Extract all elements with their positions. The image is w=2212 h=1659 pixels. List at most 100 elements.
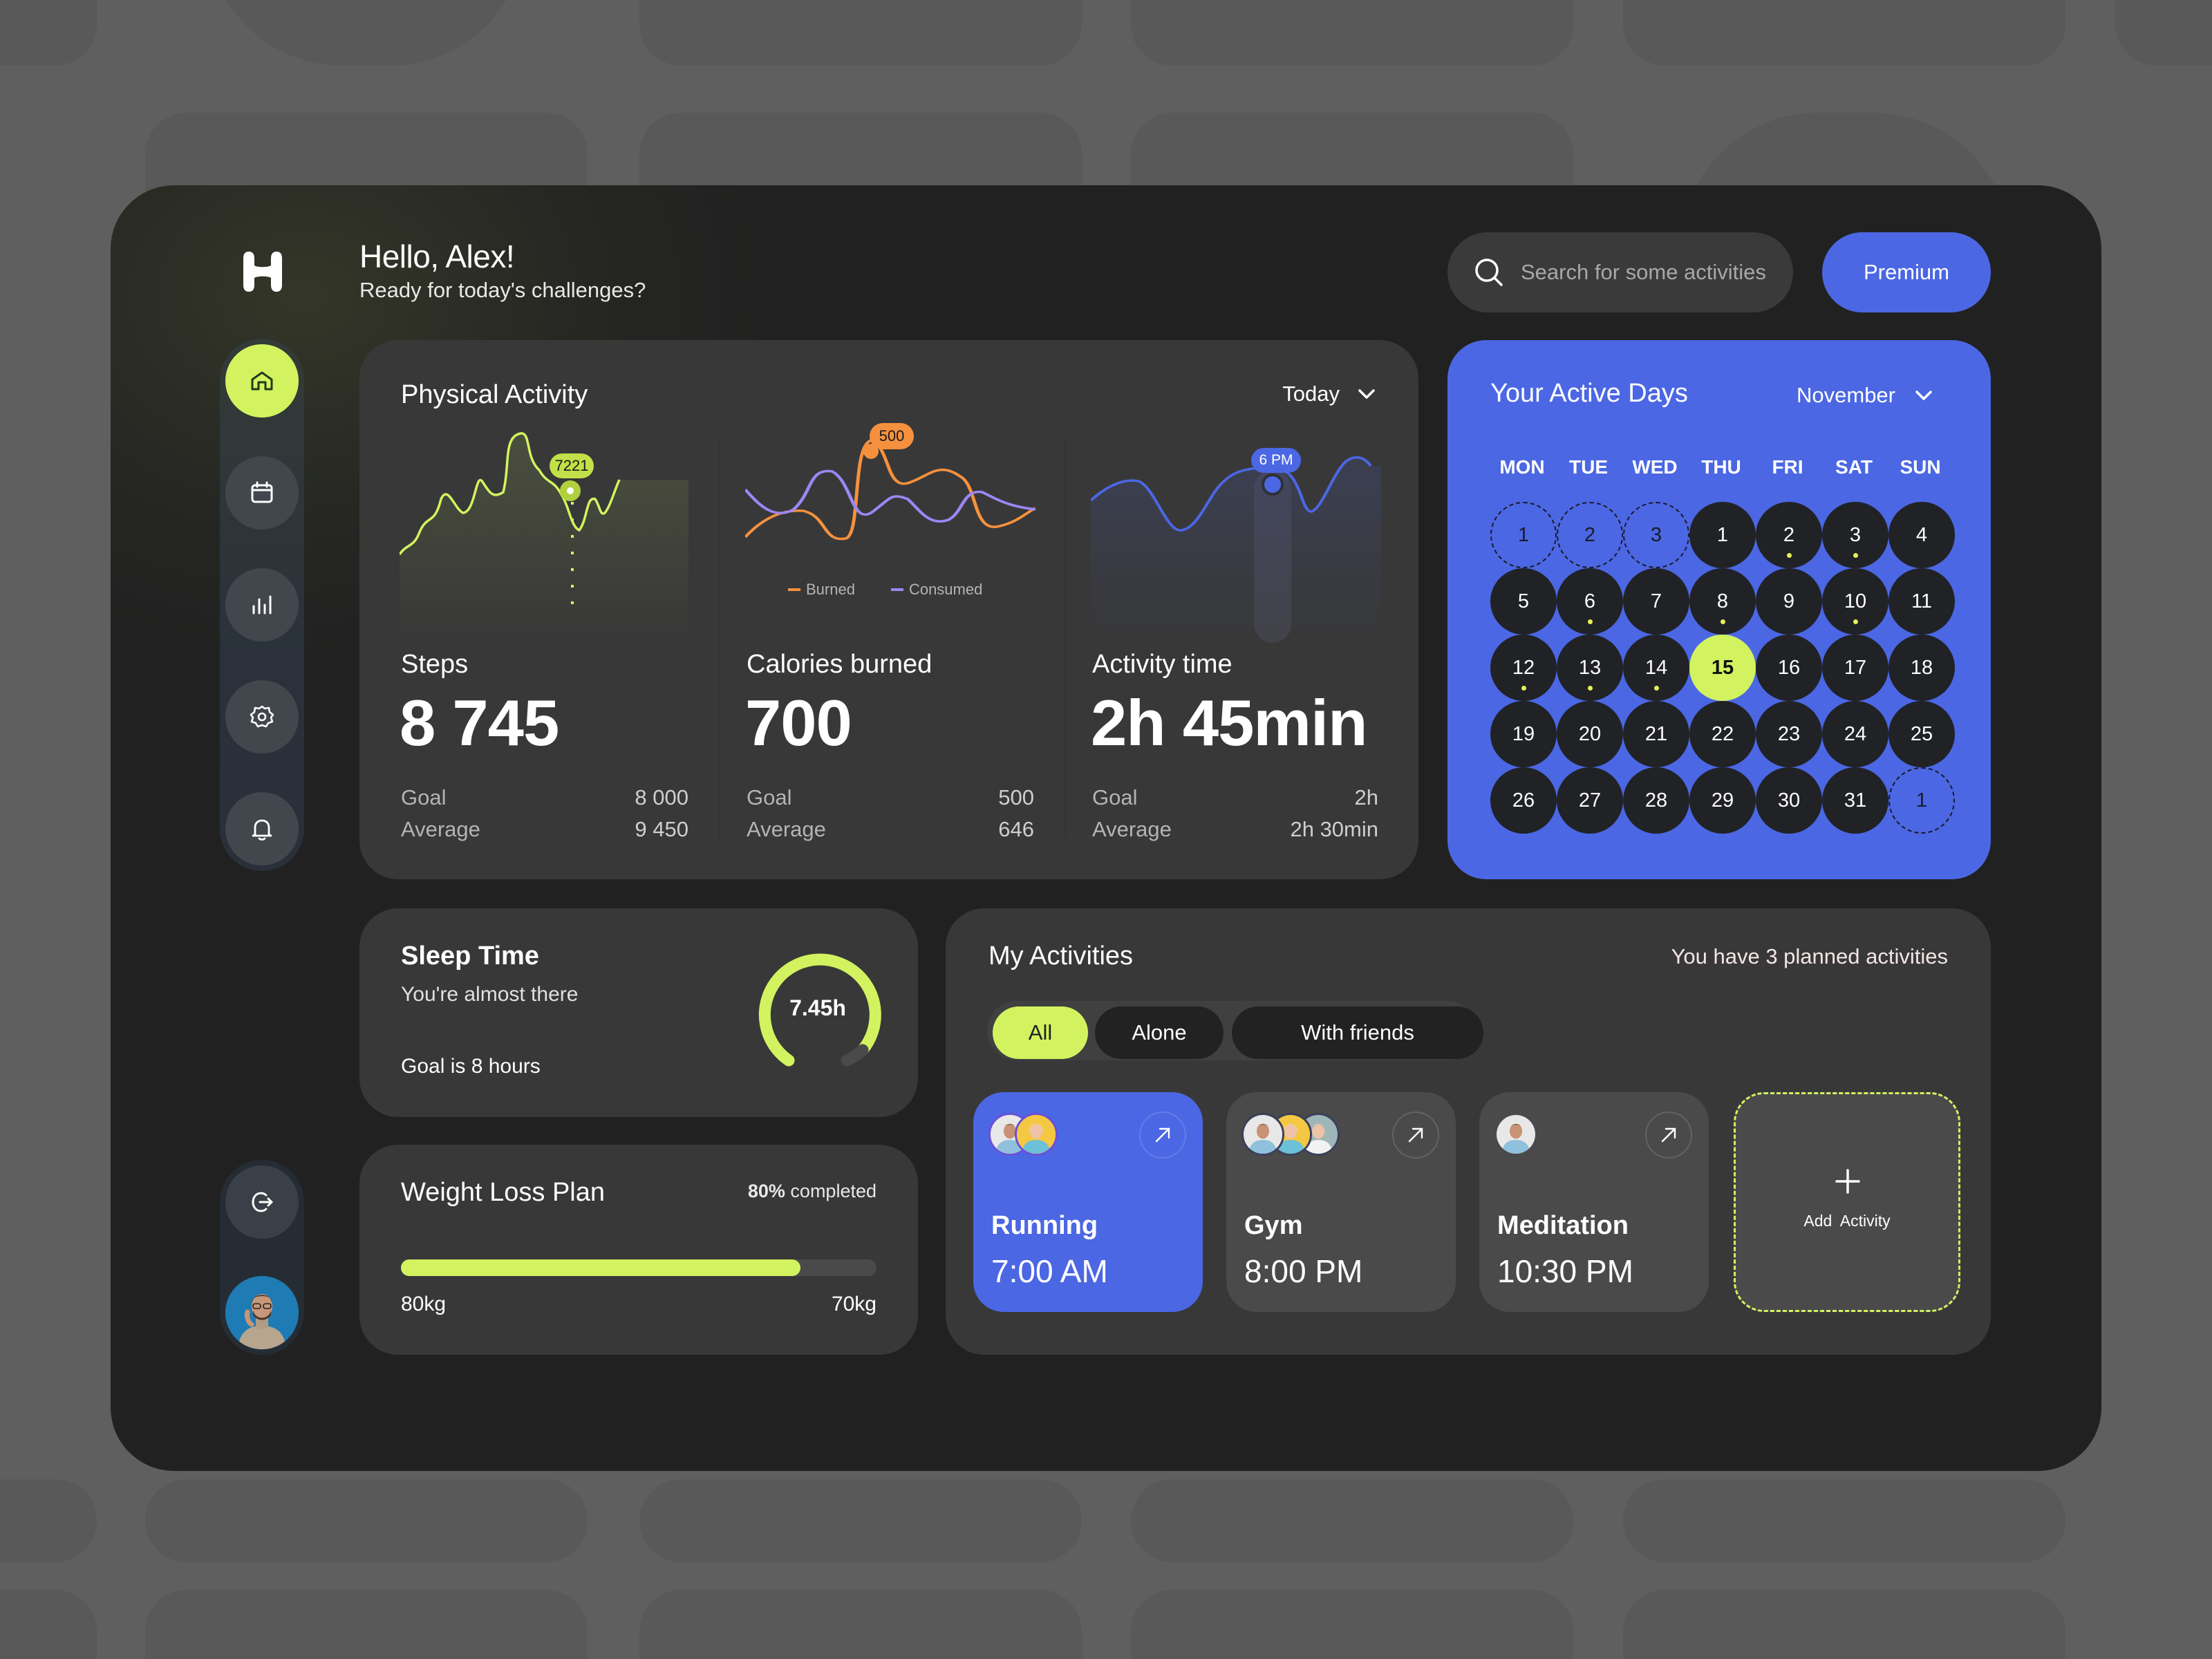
calendar-day[interactable]: 26 (1490, 767, 1557, 834)
gear-icon (250, 705, 274, 728)
weekday-label: THU (1701, 456, 1741, 478)
calendar-day[interactable]: 25 (1888, 701, 1955, 767)
sidebar-item-statistics[interactable] (225, 568, 299, 641)
background-shape (2115, 0, 2212, 66)
calendar-day[interactable]: 7 (1623, 568, 1689, 635)
burned-legend-swatch (788, 588, 800, 591)
physical-activity-card: Physical Activity Today 7221 500 Burned … (359, 340, 1418, 879)
calendar-day[interactable]: 9 (1756, 568, 1822, 635)
calendar-day[interactable]: 13 (1557, 635, 1623, 701)
home-icon (251, 371, 273, 391)
day-number: 10 (1844, 590, 1867, 612)
calendar-day[interactable]: 17 (1822, 635, 1888, 701)
calendar-day[interactable]: 4 (1888, 502, 1955, 568)
search-input[interactable] (1521, 260, 1783, 285)
sidebar-item-settings[interactable] (225, 680, 299, 753)
calendar-day[interactable]: 18 (1888, 635, 1955, 701)
user-avatar[interactable] (225, 1276, 299, 1349)
day-number: 30 (1777, 789, 1801, 812)
calendar-day-today[interactable]: 15 (1689, 635, 1756, 701)
app-logo-icon (243, 252, 282, 292)
background-shape (1131, 0, 1573, 66)
activity-time: 7:00 AM (991, 1253, 1108, 1289)
calendar-day-outside[interactable]: 3 (1623, 502, 1689, 568)
calendar-day[interactable]: 23 (1756, 701, 1822, 767)
calendar-day[interactable]: 24 (1822, 701, 1888, 767)
calendar-day[interactable]: 12 (1490, 635, 1557, 701)
consumed-legend-swatch (890, 588, 903, 591)
filter-with-friends[interactable]: With friends (1232, 1006, 1483, 1059)
day-number: 28 (1644, 789, 1668, 812)
calendar-day[interactable]: 3 (1822, 502, 1888, 568)
calendar-day[interactable]: 29 (1689, 767, 1756, 834)
activity-dot (1588, 619, 1593, 624)
calendar-day[interactable]: 11 (1888, 568, 1955, 635)
calendar-day[interactable]: 20 (1557, 701, 1623, 767)
background-shape (1623, 0, 2065, 66)
background-shape (639, 1590, 1082, 1659)
open-activity-button[interactable] (1645, 1112, 1692, 1159)
filter-all[interactable]: All (993, 1006, 1088, 1059)
background-shape (145, 1479, 588, 1562)
premium-button[interactable]: Premium (1822, 232, 1991, 312)
add-activity-button[interactable]: Add Activity (1734, 1092, 1960, 1312)
calendar-day-outside[interactable]: 1 (1888, 767, 1955, 834)
calendar-day[interactable]: 8 (1689, 568, 1756, 635)
calendar-day[interactable]: 28 (1623, 767, 1689, 834)
day-number: 4 (1915, 523, 1928, 546)
weekday-label: SUN (1900, 456, 1941, 478)
calendar-day[interactable]: 19 (1490, 701, 1557, 767)
calendar-day[interactable]: 5 (1490, 568, 1557, 635)
calendar-day-outside[interactable]: 1 (1490, 502, 1557, 568)
day-number: 19 (1512, 722, 1535, 745)
steps-marker (560, 480, 581, 501)
sleep-time-card: Sleep Time You're almost there Goal is 8… (359, 908, 918, 1117)
period-dropdown[interactable]: Today (1282, 382, 1376, 406)
sidebar-item-notifications[interactable] (225, 792, 299, 865)
activity-dot (1588, 686, 1593, 691)
calendar-day[interactable]: 2 (1756, 502, 1822, 568)
calendar-day[interactable]: 16 (1756, 635, 1822, 701)
calendar-day-outside[interactable]: 2 (1557, 502, 1623, 568)
calendar-day[interactable]: 14 (1623, 635, 1689, 701)
open-activity-button[interactable] (1139, 1112, 1186, 1159)
calendar-day[interactable]: 1 (1689, 502, 1756, 568)
search-icon (1475, 259, 1503, 286)
calendar-day[interactable]: 31 (1822, 767, 1888, 834)
activity-name: Gym (1244, 1211, 1303, 1240)
activity-name: Running (991, 1211, 1098, 1240)
weekday-label: MON (1499, 456, 1545, 478)
activity-time-goal-label: Goal (1092, 785, 1138, 809)
activity-tile-meditation[interactable]: Meditation 10:30 PM (1479, 1092, 1709, 1312)
calendar-day[interactable]: 22 (1689, 701, 1756, 767)
participant-avatar (1015, 1113, 1058, 1156)
calendar-day[interactable]: 6 (1557, 568, 1623, 635)
search-bar[interactable] (1447, 232, 1793, 312)
sidebar-item-calendar[interactable] (225, 456, 299, 529)
day-number: 2 (1783, 523, 1795, 546)
calendar-day[interactable]: 27 (1557, 767, 1623, 834)
steps-average-value: 9 450 (635, 817, 688, 841)
burned-legend-label: Burned (806, 581, 855, 598)
steps-goal-label: Goal (401, 785, 447, 809)
calendar-day[interactable]: 21 (1623, 701, 1689, 767)
steps-average-label: Average (401, 817, 480, 841)
activity-tile-gym[interactable]: Gym 8:00 PM (1226, 1092, 1456, 1312)
filter-alone[interactable]: Alone (1095, 1006, 1224, 1059)
activity-time-average-label: Average (1092, 817, 1172, 841)
calendar-day[interactable]: 10 (1822, 568, 1888, 635)
day-number: 20 (1578, 722, 1602, 745)
month-dropdown[interactable]: November (1797, 383, 1933, 408)
background-shape (1131, 1479, 1573, 1562)
logout-button[interactable] (225, 1165, 299, 1239)
sidebar-item-home[interactable] (225, 344, 299, 418)
day-number: 25 (1910, 722, 1933, 745)
greeting-subtitle: Ready for today's challenges? (359, 278, 646, 302)
activity-tile-running[interactable]: Running 7:00 AM (973, 1092, 1203, 1312)
day-number: 17 (1844, 656, 1867, 679)
open-activity-button[interactable] (1392, 1112, 1439, 1159)
day-number: 14 (1644, 656, 1668, 679)
weight-loss-card: Weight Loss Plan 80% completed 80kg 70kg (359, 1145, 918, 1355)
day-number: 12 (1512, 656, 1535, 679)
calendar-day[interactable]: 30 (1756, 767, 1822, 834)
